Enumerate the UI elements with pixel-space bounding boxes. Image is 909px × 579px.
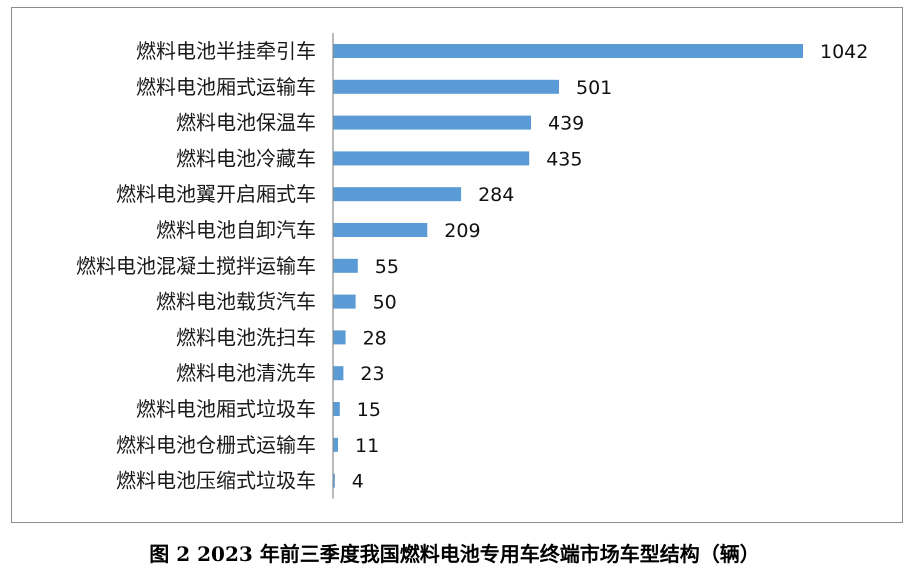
data-label-11: 11 [355, 435, 379, 457]
category-label-12: 燃料电池压缩式垃圾车 [116, 469, 316, 493]
data-label-5: 209 [444, 220, 480, 242]
category-label-11: 燃料电池仓栅式运输车 [116, 433, 316, 457]
data-label-7: 50 [373, 292, 397, 314]
bar-5 [333, 223, 428, 237]
data-label-10: 15 [357, 399, 381, 421]
bar-1 [333, 79, 559, 94]
bar-10 [333, 402, 340, 416]
data-label-9: 23 [360, 363, 384, 385]
bar-7 [333, 294, 356, 309]
category-label-10: 燃料电池厢式垃圾车 [136, 397, 316, 421]
category-label-5: 燃料电池自卸汽车 [156, 218, 316, 242]
category-label-8: 燃料电池洗扫车 [176, 325, 316, 349]
bar-3 [333, 151, 530, 166]
category-label-4: 燃料电池翼开启厢式车 [116, 182, 316, 206]
bar-9 [333, 366, 344, 381]
category-label-1: 燃料电池厢式运输车 [136, 75, 316, 99]
data-label-4: 284 [478, 184, 514, 206]
bar-2 [333, 115, 531, 130]
data-label-0: 1042 [820, 41, 868, 63]
category-label-3: 燃料电池冷藏车 [176, 146, 316, 170]
category-label-0: 燃料电池半挂牵引车 [136, 39, 316, 63]
data-label-1: 501 [576, 77, 612, 99]
figure-caption: 图 2 2023 年前三季度我国燃料电池专用车终端市场车型结构（辆） [149, 542, 760, 566]
bar-chart: 燃料电池半挂牵引车 1042 燃料电池厢式运输车 501 燃料电池保温车 439 燃料电池冷… [76, 33, 868, 499]
data-label-3: 435 [546, 148, 582, 170]
category-label-2: 燃料电池保温车 [176, 111, 316, 135]
bar-0 [333, 44, 803, 58]
bar-4 [333, 187, 462, 202]
category-label-7: 燃料电池载货汽车 [156, 290, 316, 314]
data-label-6: 55 [375, 256, 399, 278]
bar-6 [333, 258, 358, 273]
bar-8 [333, 330, 346, 345]
bar-12 [333, 473, 335, 488]
category-label-6: 燃料电池混凝土搅拌运输车 [76, 254, 316, 278]
data-label-2: 439 [548, 113, 584, 135]
bar-11 [333, 437, 338, 452]
data-label-8: 28 [363, 327, 387, 349]
data-label-12: 4 [352, 471, 364, 493]
category-label-9: 燃料电池清洗车 [176, 361, 316, 385]
